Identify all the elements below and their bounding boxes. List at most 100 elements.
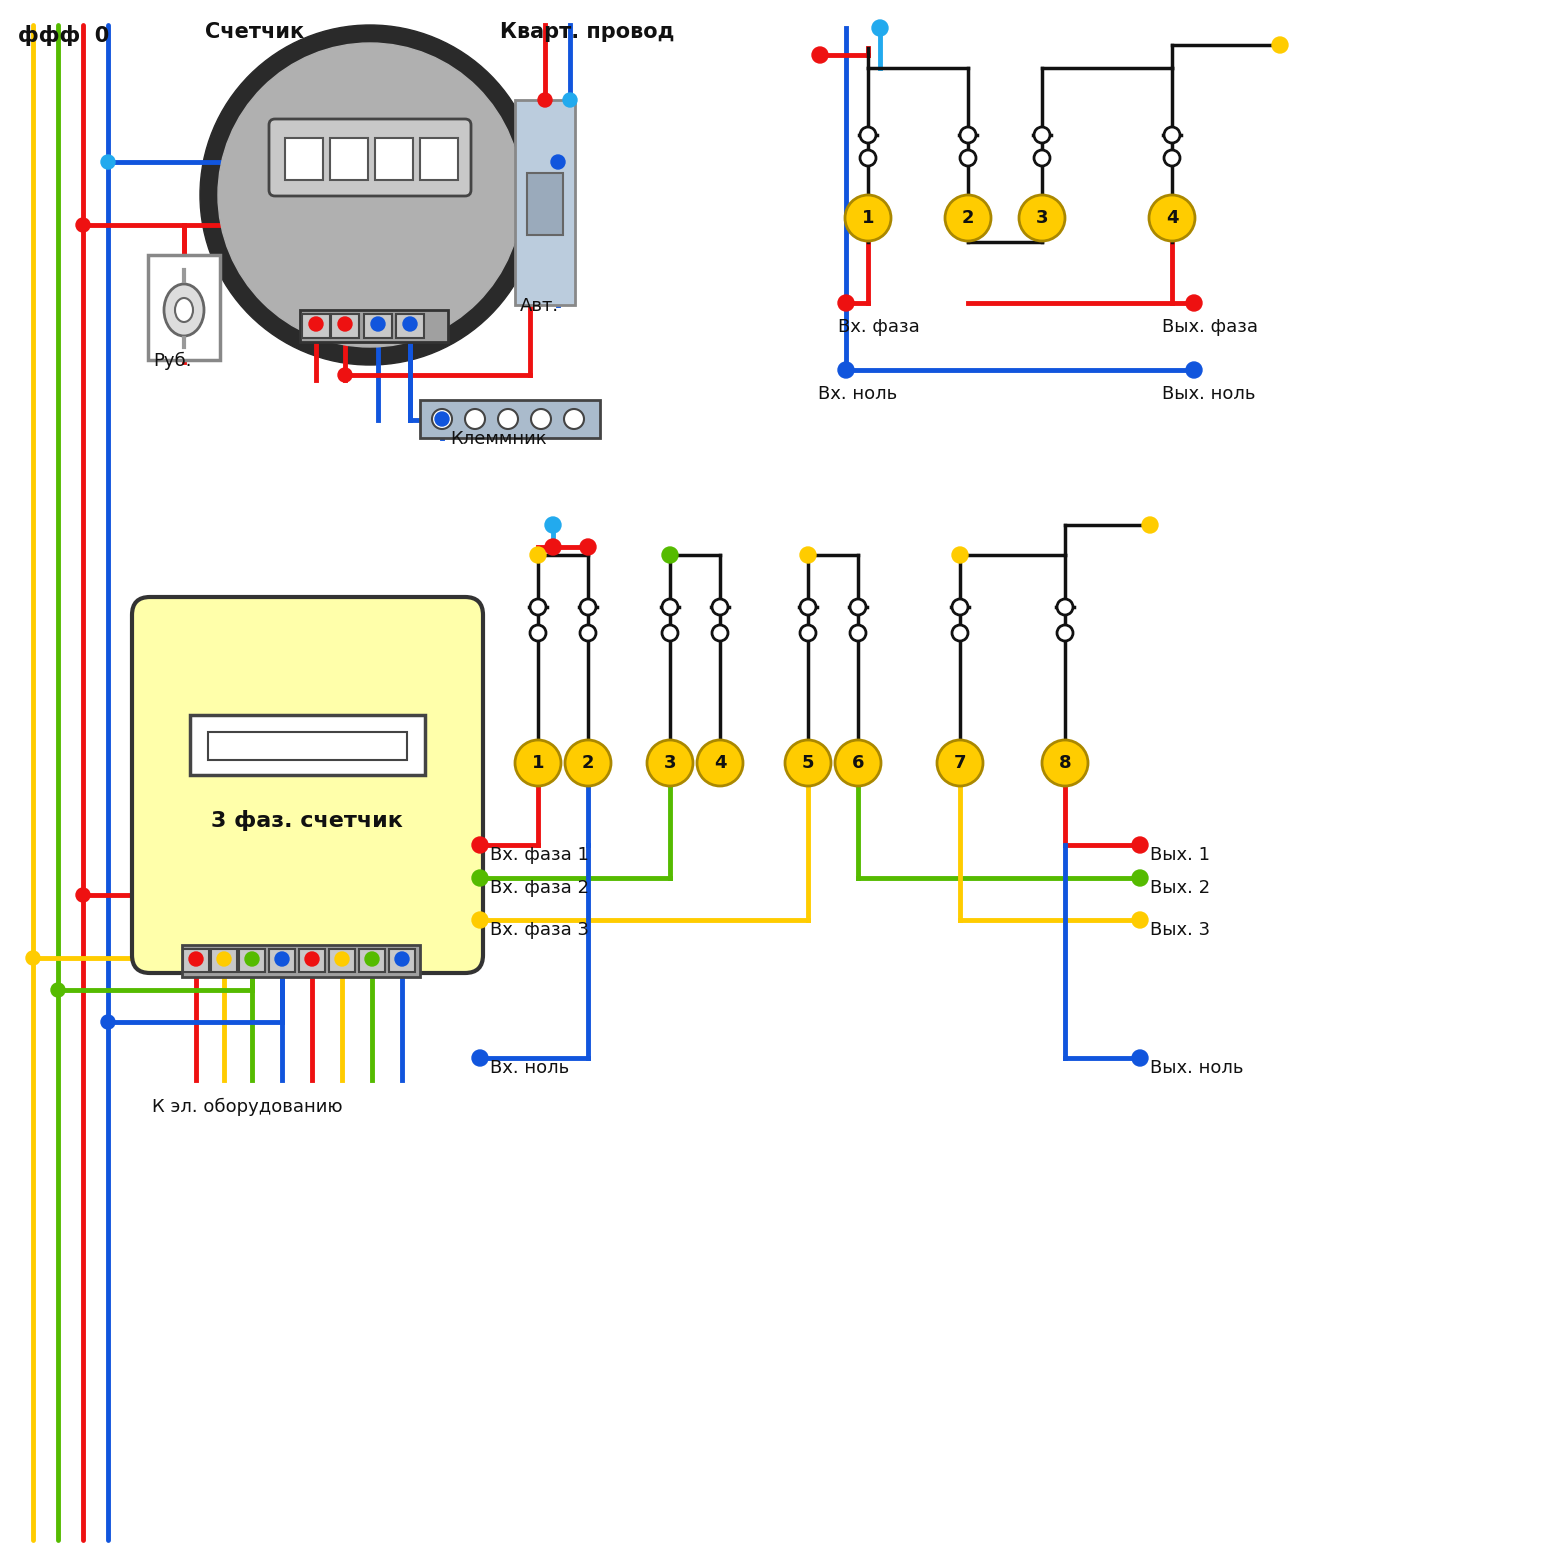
Circle shape	[1271, 37, 1289, 53]
Text: 7: 7	[953, 754, 966, 773]
Circle shape	[945, 195, 991, 240]
Bar	[527, 173, 563, 236]
Bar	[211, 949, 237, 973]
Bar	[374, 137, 413, 180]
Text: 8: 8	[1059, 754, 1072, 773]
Circle shape	[402, 317, 417, 331]
Circle shape	[218, 44, 523, 347]
Bar	[148, 254, 220, 361]
Circle shape	[101, 1015, 115, 1029]
Circle shape	[838, 295, 853, 311]
Circle shape	[661, 624, 679, 642]
Circle shape	[530, 624, 546, 642]
Text: ффф  0: ффф 0	[19, 25, 109, 45]
Circle shape	[365, 952, 379, 966]
Text: 4: 4	[714, 754, 727, 773]
Text: Вых. фаза: Вых. фаза	[1162, 318, 1257, 336]
Circle shape	[938, 740, 983, 787]
Text: Вых. ноль: Вых. ноль	[1162, 386, 1256, 403]
Circle shape	[1142, 517, 1158, 532]
Text: 3: 3	[1036, 209, 1048, 226]
Text: Вых. ноль: Вых. ноль	[1150, 1058, 1243, 1077]
Circle shape	[580, 599, 596, 615]
Circle shape	[952, 546, 969, 564]
Circle shape	[1133, 837, 1148, 852]
Circle shape	[189, 952, 203, 966]
Circle shape	[800, 624, 816, 642]
Bar	[331, 137, 368, 180]
Circle shape	[1058, 599, 1073, 615]
Circle shape	[1133, 912, 1148, 927]
Circle shape	[530, 599, 546, 615]
Text: 1: 1	[861, 209, 874, 226]
Text: 2: 2	[582, 754, 594, 773]
Bar	[388, 949, 415, 973]
Circle shape	[473, 837, 488, 852]
Circle shape	[27, 951, 41, 965]
Text: Руб.: Руб.	[153, 351, 192, 370]
Circle shape	[1133, 1051, 1148, 1066]
Circle shape	[835, 740, 881, 787]
Circle shape	[339, 317, 353, 331]
Circle shape	[245, 952, 259, 966]
Bar	[268, 949, 295, 973]
Circle shape	[1186, 295, 1203, 311]
Bar	[285, 137, 323, 180]
Circle shape	[432, 409, 452, 429]
Circle shape	[711, 599, 729, 615]
Text: 3: 3	[663, 754, 675, 773]
Circle shape	[76, 888, 90, 902]
Circle shape	[1133, 869, 1148, 887]
Text: Клеммник: Клеммник	[449, 429, 546, 448]
Bar	[190, 715, 424, 774]
Circle shape	[1164, 150, 1179, 165]
Circle shape	[580, 624, 596, 642]
Circle shape	[275, 952, 289, 966]
Bar	[359, 949, 385, 973]
Text: 5: 5	[802, 754, 814, 773]
Circle shape	[1164, 126, 1179, 144]
Circle shape	[435, 412, 449, 426]
Circle shape	[544, 517, 562, 532]
Circle shape	[565, 409, 583, 429]
Circle shape	[1186, 362, 1203, 378]
Bar	[207, 732, 407, 760]
Text: Вх. фаза 3: Вх. фаза 3	[490, 921, 590, 940]
Bar	[303, 314, 331, 339]
Text: Вх. ноль: Вх. ноль	[490, 1058, 569, 1077]
Circle shape	[959, 126, 977, 144]
Circle shape	[217, 952, 231, 966]
Circle shape	[860, 126, 877, 144]
Circle shape	[860, 150, 877, 165]
Text: Вх. фаза: Вх. фаза	[838, 318, 920, 336]
Ellipse shape	[175, 298, 193, 322]
Circle shape	[800, 599, 816, 615]
Text: 2: 2	[963, 209, 975, 226]
Text: Вых. 3: Вых. 3	[1150, 921, 1211, 940]
Circle shape	[51, 983, 66, 997]
Text: Авт.: Авт.	[519, 297, 558, 315]
Circle shape	[565, 740, 612, 787]
Circle shape	[1019, 195, 1065, 240]
Circle shape	[580, 539, 596, 556]
Circle shape	[785, 740, 831, 787]
Bar	[363, 314, 392, 339]
Circle shape	[200, 25, 540, 365]
Text: Вых. 2: Вых. 2	[1150, 879, 1211, 898]
Circle shape	[711, 624, 729, 642]
Ellipse shape	[164, 284, 204, 336]
Circle shape	[306, 952, 318, 966]
Circle shape	[465, 409, 485, 429]
Circle shape	[335, 952, 349, 966]
Circle shape	[498, 409, 518, 429]
FancyBboxPatch shape	[133, 596, 484, 973]
Bar	[420, 400, 601, 439]
Text: К эл. оборудованию: К эл. оборудованию	[151, 1097, 343, 1116]
Text: 1: 1	[532, 754, 544, 773]
Circle shape	[371, 317, 385, 331]
Bar	[329, 949, 356, 973]
Bar	[515, 100, 576, 304]
Circle shape	[530, 546, 546, 564]
Text: 4: 4	[1165, 209, 1178, 226]
Circle shape	[959, 150, 977, 165]
